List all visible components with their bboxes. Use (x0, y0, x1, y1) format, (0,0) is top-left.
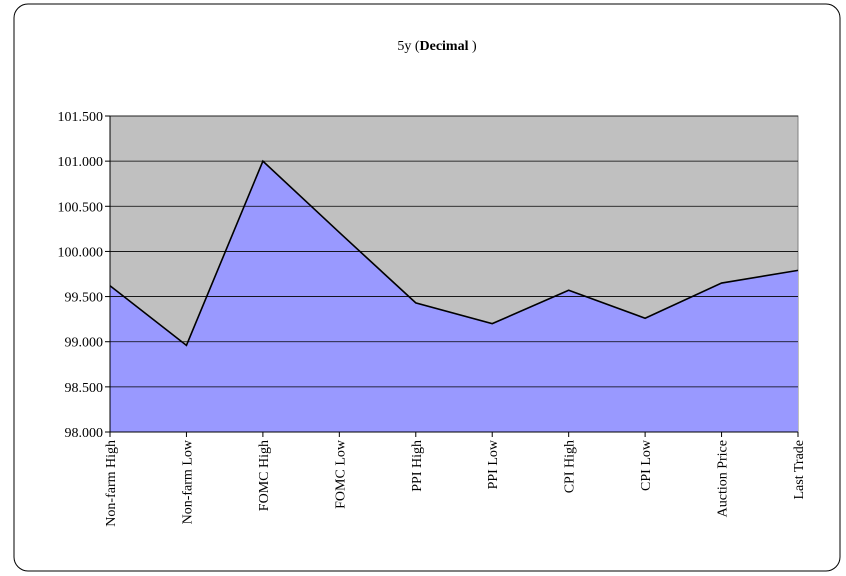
y-tick-label: 98.500 (65, 381, 104, 396)
x-tick-label: PPI High (410, 440, 425, 492)
x-tick-label: Last Trade (792, 440, 807, 500)
title-part: ) (468, 39, 477, 54)
title-part: Decimal (420, 39, 469, 54)
area (110, 161, 798, 432)
x-tick-label: Auction Price (716, 440, 731, 517)
area-line (109, 159, 799, 347)
x-tick-label: PPI Low (486, 439, 501, 489)
title-part: 5y ( (397, 39, 420, 54)
y-tick-label: 101.500 (58, 110, 104, 125)
x-tick-label: CPI Low (639, 439, 654, 491)
y-tick-label: 99.000 (65, 336, 104, 351)
chart-title: 5y (Decimal ) (397, 39, 477, 54)
x-tick-label: Non-farm Low (180, 439, 195, 524)
x-tick-label: CPI High (563, 440, 578, 493)
y-tick-label: 99.500 (65, 291, 104, 306)
x-tick-label: Non-farm High (104, 440, 119, 527)
x-tick-label: FOMC High (257, 440, 272, 511)
y-tick-label: 98.000 (65, 426, 104, 441)
y-tick-label: 101.000 (58, 155, 104, 170)
y-tick-label: 100.500 (58, 200, 104, 215)
y-tick-label: 100.000 (58, 245, 104, 260)
x-tick-label: FOMC Low (333, 439, 348, 509)
